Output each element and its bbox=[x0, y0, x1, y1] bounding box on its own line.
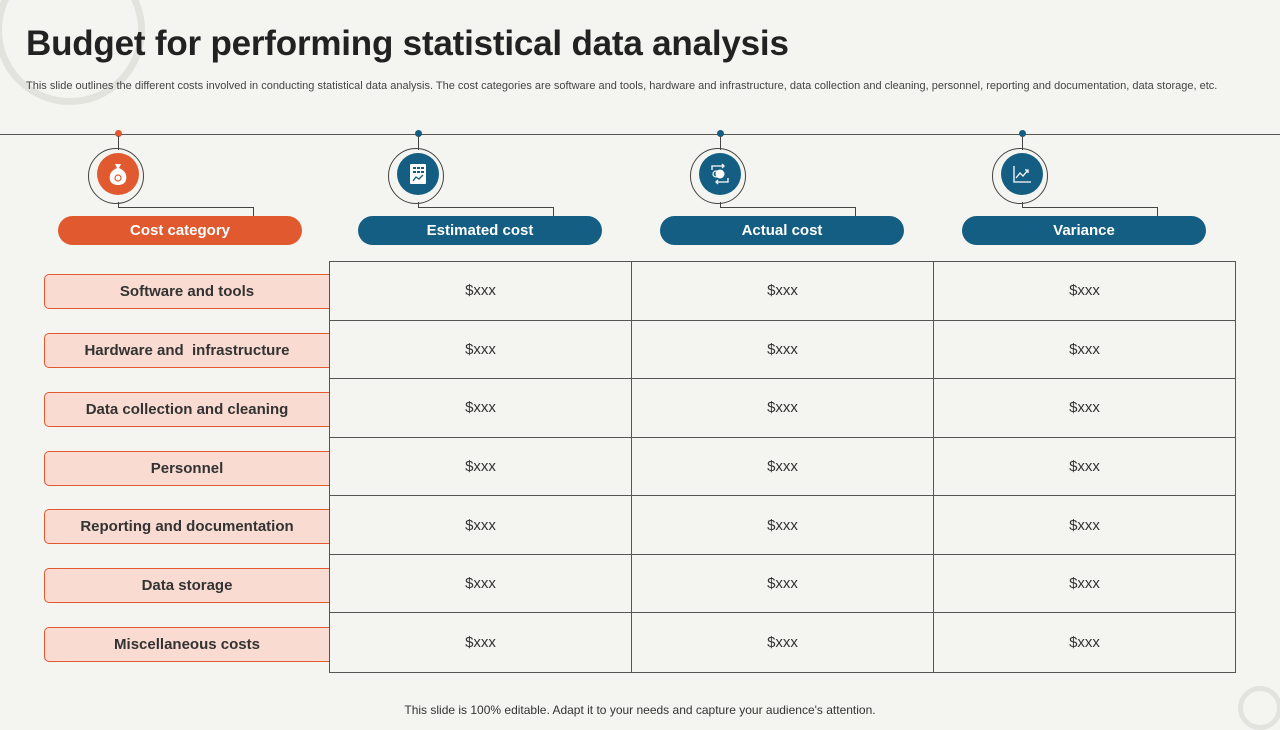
table-cell-estimated: $xxx bbox=[330, 554, 632, 614]
footer-note: This slide is 100% editable. Adapt it to… bbox=[404, 703, 876, 717]
currency-exchange-icon bbox=[699, 153, 741, 195]
table-cell-actual: $xxx bbox=[632, 379, 934, 438]
table-cell-estimated: $xxx bbox=[330, 262, 632, 321]
table-cell-variance: $xxx bbox=[934, 379, 1235, 438]
money-bag-icon bbox=[97, 153, 139, 195]
table-cell-variance: $xxx bbox=[934, 496, 1235, 555]
cost-table: $xxx $xxx $xxx $xxx $xxx $xxx $xxx $xxx … bbox=[329, 261, 1236, 673]
page-title: Budget for performing statistical data a… bbox=[26, 24, 789, 63]
header-rule bbox=[0, 134, 1280, 135]
table-cell-actual: $xxx bbox=[632, 437, 934, 497]
row-label-software: Software and tools bbox=[44, 274, 329, 309]
column-header-actual-cost: Actual cost bbox=[660, 216, 904, 245]
table-cell-variance: $xxx bbox=[1069, 634, 1100, 652]
table-cell-variance: $xxx bbox=[934, 262, 1235, 321]
row-label-data-storage: Data storage bbox=[44, 568, 329, 603]
table-cell-estimated: $xxx bbox=[330, 320, 632, 380]
table-cell-variance: $xxx bbox=[934, 321, 1235, 380]
row-label-miscellaneous: Miscellaneous costs bbox=[44, 627, 329, 662]
row-label-data-collection: Data collection and cleaning bbox=[44, 392, 329, 427]
page-subtitle: This slide outlines the different costs … bbox=[26, 80, 1218, 92]
header-actual-cost: Actual cost bbox=[660, 130, 904, 250]
calculator-report-icon bbox=[397, 153, 439, 195]
table-cell-estimated: $xxx bbox=[330, 613, 632, 672]
connector-dot bbox=[717, 130, 724, 137]
row-label-personnel: Personnel bbox=[44, 451, 329, 486]
table-cell-variance: $xxx bbox=[934, 438, 1235, 497]
table-cell-estimated: $xxx bbox=[330, 437, 632, 497]
column-header-estimated-cost: Estimated cost bbox=[358, 216, 602, 245]
connector-dot bbox=[115, 130, 122, 137]
row-label-hardware: Hardware and infrastructure bbox=[44, 333, 329, 368]
trend-chart-icon bbox=[1001, 153, 1043, 195]
header-estimated-cost: Estimated cost bbox=[358, 130, 602, 250]
table-cell-actual: $xxx bbox=[632, 262, 934, 321]
connector-dot bbox=[415, 130, 422, 137]
header-cost-category: Cost category bbox=[58, 130, 302, 250]
connector-dot bbox=[1019, 130, 1026, 137]
table-cell-actual: $xxx bbox=[632, 496, 934, 555]
table-cell-actual: $xxx bbox=[632, 613, 934, 672]
table-cell-variance: $xxx bbox=[934, 555, 1235, 614]
header-variance: Variance bbox=[962, 130, 1206, 250]
table-cell-actual: $xxx bbox=[632, 320, 934, 380]
column-header-variance: Variance bbox=[962, 216, 1206, 245]
column-header-cost-category: Cost category bbox=[58, 216, 302, 245]
table-cell-estimated: $xxx bbox=[330, 496, 632, 555]
table-cell-actual: $xxx bbox=[632, 554, 934, 614]
table-cell-estimated: $xxx bbox=[330, 379, 632, 438]
row-label-reporting: Reporting and documentation bbox=[44, 509, 329, 544]
decorative-arc bbox=[0, 0, 145, 105]
